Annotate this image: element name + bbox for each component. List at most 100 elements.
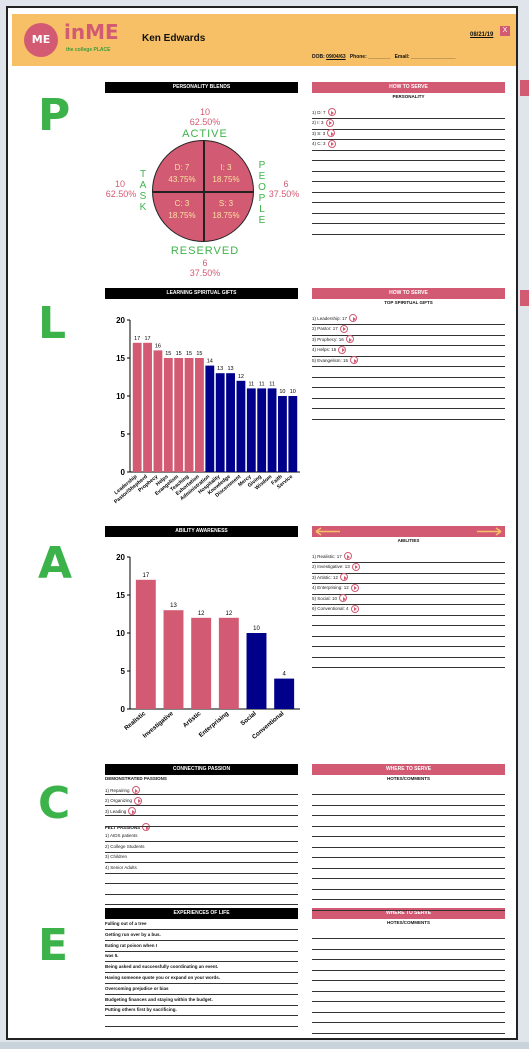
data-label: 13 bbox=[217, 366, 223, 372]
list-item: 1) AIDS patients bbox=[105, 833, 138, 838]
bar bbox=[163, 358, 173, 472]
list-item: 1) Repairing bbox=[105, 786, 140, 794]
task-pct: 62.50% bbox=[105, 189, 137, 199]
list-item: 5) Social: 10 bbox=[312, 594, 348, 602]
disc-circle: D: 7 43.75% I: 3 18.75% C: 3 18.75% S: 3 18.… bbox=[152, 140, 254, 242]
close-button[interactable]: X bbox=[500, 26, 510, 36]
data-label: 15 bbox=[165, 351, 171, 357]
play-icon[interactable] bbox=[134, 796, 143, 805]
bottom-scroll-strip[interactable] bbox=[0, 1042, 529, 1049]
play-icon[interactable] bbox=[142, 823, 151, 831]
experience-item: Being asked and successfully coordinatin… bbox=[105, 964, 219, 970]
demonstrated-title: DEMONSTRATED PASSIONS bbox=[105, 776, 167, 781]
task-value: 10 bbox=[114, 179, 125, 189]
bar bbox=[135, 579, 156, 709]
play-icon[interactable] bbox=[351, 562, 360, 571]
play-icon[interactable] bbox=[325, 118, 334, 127]
experience-item: Budgeting finances and staying within th… bbox=[105, 996, 213, 1002]
rule-line bbox=[105, 825, 298, 827]
play-icon[interactable] bbox=[350, 356, 359, 364]
rule-line bbox=[312, 959, 505, 960]
play-icon[interactable] bbox=[327, 139, 336, 148]
category-label: Realistic bbox=[123, 710, 147, 732]
play-icon[interactable] bbox=[338, 345, 347, 354]
rule-line bbox=[312, 857, 505, 858]
data-label: 10 bbox=[290, 389, 296, 395]
rule-line bbox=[105, 851, 298, 853]
reserved-word: RESERVED bbox=[170, 245, 240, 257]
logo-badge: ME bbox=[24, 23, 58, 57]
list-item-label: 4) C: 3 bbox=[312, 141, 326, 146]
data-label: 13 bbox=[228, 366, 234, 372]
list-item: 2) College Students bbox=[105, 844, 145, 849]
rule-line bbox=[312, 969, 505, 971]
play-icon[interactable] bbox=[349, 314, 358, 322]
data-label: 14 bbox=[207, 359, 213, 365]
email-label: Email: bbox=[394, 54, 410, 60]
list-item: 3) Leading bbox=[105, 807, 137, 815]
rule-line bbox=[312, 562, 505, 563]
list-item: 3) Artistic: 12 bbox=[312, 573, 349, 581]
experience-item: Falling out of a tree bbox=[105, 921, 147, 926]
y-tick-label: 5 bbox=[121, 667, 126, 676]
ability-arrow-bar bbox=[312, 526, 505, 537]
category-label: Enterprising bbox=[198, 710, 231, 739]
play-icon[interactable] bbox=[340, 573, 349, 581]
rule-line bbox=[312, 366, 505, 367]
rule-line bbox=[312, 418, 505, 420]
bar bbox=[278, 396, 287, 472]
rule-line bbox=[105, 883, 298, 884]
dob-value: 09/04/63 bbox=[326, 54, 346, 60]
list-item-label: 2) I: 3 bbox=[312, 120, 324, 125]
rule-line bbox=[312, 938, 505, 939]
play-icon[interactable] bbox=[345, 335, 354, 343]
experience-item: was 5. bbox=[105, 953, 119, 959]
play-icon[interactable] bbox=[128, 807, 137, 815]
rule-line bbox=[312, 804, 505, 806]
category-label: Investigative bbox=[142, 710, 176, 740]
list-item-label: 1) AIDS patients bbox=[105, 833, 138, 838]
rule-line bbox=[312, 118, 505, 119]
data-label: 17 bbox=[134, 336, 140, 342]
rule-line bbox=[312, 397, 505, 399]
rule-line bbox=[105, 950, 298, 952]
play-icon[interactable] bbox=[350, 583, 359, 592]
people-pct: 37.50% bbox=[268, 189, 300, 199]
list-item: 4) Helps: 15 bbox=[312, 345, 347, 354]
task-word: TASK bbox=[139, 169, 147, 213]
right-arrow-icon bbox=[477, 527, 502, 536]
logo-tagline: the college PLACE bbox=[66, 47, 111, 53]
quadrant-c: C: 3 18.75% bbox=[168, 199, 196, 220]
rule-line bbox=[312, 635, 505, 637]
bar bbox=[246, 633, 267, 709]
play-icon[interactable] bbox=[343, 552, 352, 560]
play-icon[interactable] bbox=[131, 786, 140, 794]
bar bbox=[218, 617, 239, 709]
list-item: 2) Organizing bbox=[105, 796, 143, 805]
rule-line bbox=[312, 1032, 505, 1034]
rule-line bbox=[312, 572, 505, 574]
play-icon[interactable] bbox=[350, 604, 359, 613]
gifts-title: LEARNING SPIRITUAL GIFTS bbox=[105, 288, 298, 299]
list-item-label: 1) Repairing bbox=[105, 787, 130, 793]
rule-line bbox=[312, 846, 505, 848]
rule-line bbox=[312, 324, 505, 325]
play-icon[interactable] bbox=[339, 324, 348, 333]
list-item-label: 2) Pastor: 17 bbox=[312, 326, 338, 331]
active-value: 10 bbox=[199, 107, 210, 117]
rule-line bbox=[105, 872, 298, 874]
list-item-label: 1) Realistic: 17 bbox=[312, 553, 342, 559]
reserved-pct: 37.50% bbox=[189, 268, 221, 278]
bar bbox=[174, 358, 184, 472]
rule-line bbox=[312, 1001, 505, 1002]
play-icon[interactable] bbox=[327, 129, 336, 137]
rule-line bbox=[312, 909, 505, 911]
play-icon[interactable] bbox=[339, 594, 348, 602]
rule-line bbox=[312, 233, 505, 235]
play-icon[interactable] bbox=[327, 108, 336, 116]
rule-line bbox=[105, 929, 298, 930]
rule-line bbox=[105, 815, 298, 816]
rule-line bbox=[312, 888, 505, 890]
side-panel-tab bbox=[520, 290, 529, 306]
personality-title: PERSONALITY BLENDS bbox=[105, 82, 298, 93]
